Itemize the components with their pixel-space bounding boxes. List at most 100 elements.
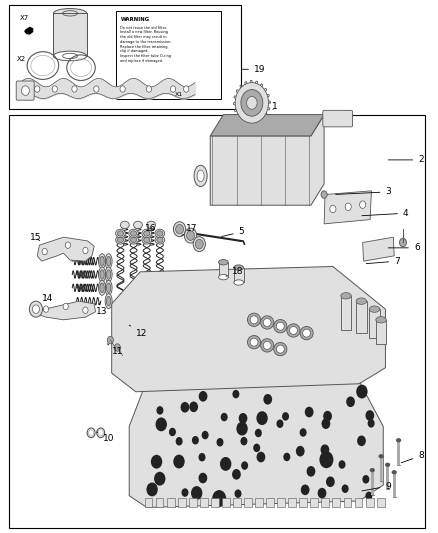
Ellipse shape	[276, 345, 284, 353]
Ellipse shape	[197, 170, 204, 182]
Bar	[53, 13, 87, 56]
Bar	[266, 498, 274, 507]
Bar	[277, 498, 285, 507]
Ellipse shape	[194, 165, 207, 187]
Ellipse shape	[105, 254, 112, 269]
Circle shape	[173, 455, 185, 469]
Bar	[9, 115, 425, 528]
Text: 18: 18	[226, 268, 244, 276]
Text: 7: 7	[366, 257, 400, 265]
Circle shape	[240, 437, 247, 446]
Ellipse shape	[144, 237, 150, 243]
Bar	[321, 498, 329, 507]
Polygon shape	[210, 115, 324, 136]
Circle shape	[283, 453, 290, 461]
Bar	[145, 498, 152, 507]
Circle shape	[151, 455, 162, 469]
Text: X1: X1	[175, 92, 184, 97]
Circle shape	[146, 482, 158, 496]
Circle shape	[65, 242, 71, 248]
Text: 3: 3	[336, 188, 391, 196]
Circle shape	[43, 306, 49, 312]
Bar	[116, 11, 221, 99]
Bar	[341, 296, 351, 330]
Circle shape	[146, 86, 152, 92]
Circle shape	[365, 410, 374, 421]
Bar	[211, 498, 219, 507]
Circle shape	[346, 397, 355, 407]
Ellipse shape	[157, 237, 163, 243]
Circle shape	[212, 490, 226, 507]
Ellipse shape	[131, 231, 137, 236]
Ellipse shape	[21, 86, 29, 95]
Text: 6: 6	[388, 244, 420, 252]
Ellipse shape	[184, 228, 197, 243]
Bar	[234, 268, 244, 282]
Circle shape	[181, 488, 188, 497]
Circle shape	[192, 436, 199, 445]
Circle shape	[263, 394, 272, 405]
Bar	[222, 498, 230, 507]
Circle shape	[323, 411, 332, 422]
Circle shape	[235, 83, 268, 123]
Polygon shape	[363, 237, 394, 261]
Polygon shape	[37, 237, 94, 261]
Text: 4: 4	[362, 209, 409, 217]
Ellipse shape	[176, 224, 184, 234]
Ellipse shape	[99, 254, 106, 269]
Circle shape	[307, 466, 315, 477]
Ellipse shape	[234, 280, 244, 285]
Ellipse shape	[116, 236, 125, 244]
Ellipse shape	[303, 329, 311, 337]
Ellipse shape	[116, 229, 125, 238]
Circle shape	[201, 431, 208, 439]
Ellipse shape	[129, 236, 138, 244]
Bar	[343, 498, 351, 507]
Bar	[219, 262, 228, 277]
Circle shape	[83, 247, 88, 254]
Bar	[355, 498, 363, 507]
Ellipse shape	[276, 322, 284, 330]
Ellipse shape	[105, 280, 112, 295]
Ellipse shape	[274, 320, 287, 333]
Text: 8: 8	[401, 451, 424, 463]
Bar	[288, 498, 296, 507]
Ellipse shape	[378, 454, 384, 458]
Circle shape	[221, 413, 228, 421]
Circle shape	[241, 90, 263, 116]
Circle shape	[357, 435, 366, 446]
Ellipse shape	[142, 236, 152, 244]
Circle shape	[189, 401, 198, 412]
Circle shape	[239, 413, 247, 424]
Circle shape	[321, 418, 330, 429]
Circle shape	[330, 205, 336, 213]
Circle shape	[367, 419, 374, 427]
Circle shape	[362, 475, 369, 483]
Circle shape	[339, 460, 346, 469]
Ellipse shape	[274, 343, 287, 356]
Ellipse shape	[234, 265, 244, 270]
Ellipse shape	[247, 336, 261, 349]
Circle shape	[114, 344, 120, 351]
Bar	[371, 471, 374, 495]
Bar	[200, 498, 208, 507]
Ellipse shape	[106, 296, 111, 306]
Circle shape	[305, 407, 314, 417]
Ellipse shape	[187, 231, 194, 240]
Bar	[311, 498, 318, 507]
Text: 2: 2	[388, 156, 424, 164]
Bar	[403, 229, 404, 243]
Circle shape	[326, 477, 335, 487]
Ellipse shape	[120, 221, 129, 229]
Ellipse shape	[142, 229, 152, 238]
Polygon shape	[129, 381, 383, 507]
Circle shape	[107, 336, 113, 344]
Text: 14: 14	[42, 294, 53, 303]
Text: 17: 17	[182, 224, 198, 236]
Ellipse shape	[147, 221, 155, 229]
Bar	[386, 465, 389, 489]
Ellipse shape	[385, 463, 390, 467]
Ellipse shape	[250, 338, 258, 346]
Ellipse shape	[99, 267, 106, 282]
Circle shape	[94, 86, 99, 92]
